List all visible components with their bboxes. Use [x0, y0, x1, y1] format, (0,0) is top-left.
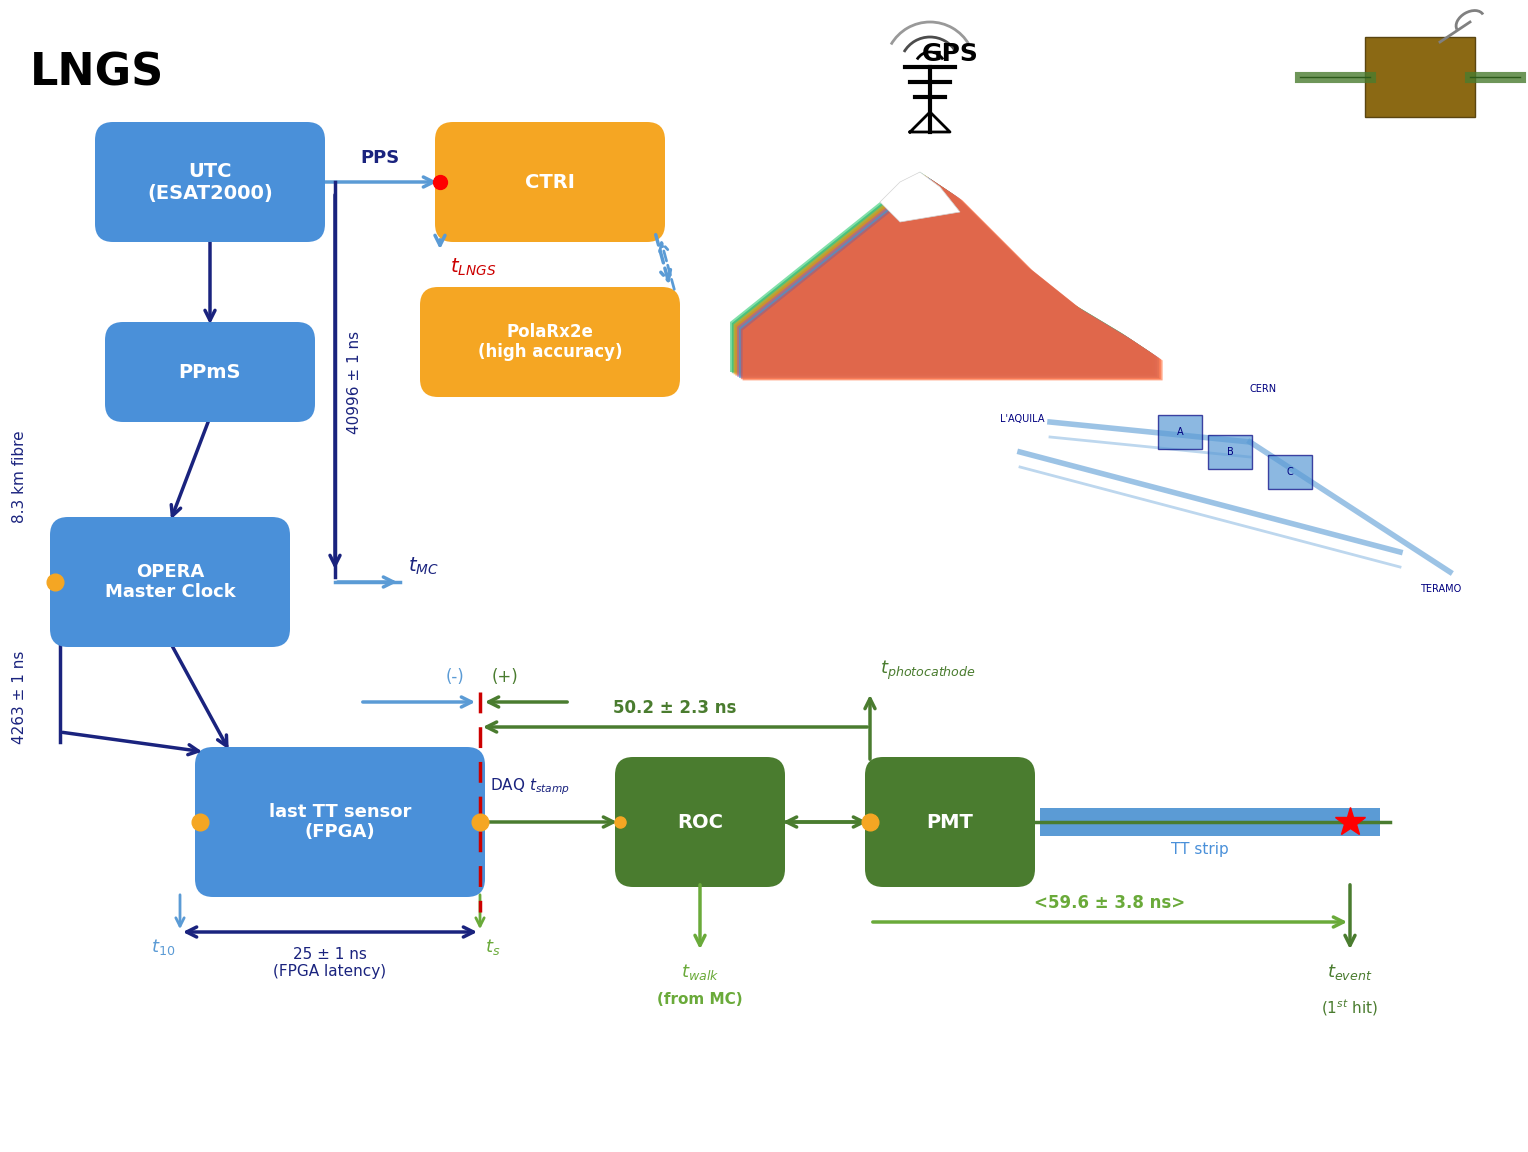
FancyBboxPatch shape — [1041, 808, 1380, 836]
FancyBboxPatch shape — [435, 122, 665, 242]
Text: LNGS: LNGS — [31, 52, 163, 94]
Text: (from MC): (from MC) — [657, 992, 743, 1007]
Text: PPmS: PPmS — [179, 363, 241, 381]
Text: $t_{LNGS}$: $t_{LNGS}$ — [451, 257, 497, 279]
Text: 22-107 cm
WLS: 22-107 cm WLS — [876, 774, 957, 808]
Polygon shape — [741, 180, 1161, 379]
Text: 4263 ± 1 ns: 4263 ± 1 ns — [12, 651, 28, 744]
Text: CTRI: CTRI — [526, 173, 575, 191]
FancyBboxPatch shape — [420, 287, 680, 397]
Text: 25 ± 1 ns
(FPGA latency): 25 ± 1 ns (FPGA latency) — [274, 947, 387, 979]
Text: $t_{photocathode}$: $t_{photocathode}$ — [880, 659, 976, 682]
Polygon shape — [880, 172, 960, 222]
FancyBboxPatch shape — [196, 746, 484, 897]
Polygon shape — [735, 175, 1155, 376]
FancyBboxPatch shape — [1158, 415, 1203, 449]
Text: PolaRx2e
(high accuracy): PolaRx2e (high accuracy) — [478, 323, 622, 362]
FancyBboxPatch shape — [50, 517, 290, 647]
FancyBboxPatch shape — [95, 122, 325, 242]
Text: UTC
(ESAT2000): UTC (ESAT2000) — [147, 161, 274, 203]
Text: $t_{s}$: $t_{s}$ — [484, 937, 500, 957]
FancyBboxPatch shape — [1365, 37, 1475, 118]
Text: GPS: GPS — [921, 41, 978, 66]
Text: <59.6 ± 3.8 ns>: <59.6 ± 3.8 ns> — [1034, 894, 1186, 912]
Text: PPS: PPS — [361, 149, 400, 167]
Text: CERN: CERN — [1250, 384, 1277, 394]
Polygon shape — [736, 176, 1157, 377]
Text: (1$^{st}$ hit): (1$^{st}$ hit) — [1322, 996, 1378, 1017]
Text: last TT sensor
(FPGA): last TT sensor (FPGA) — [269, 803, 411, 841]
Text: TT strip: TT strip — [1170, 842, 1229, 857]
Text: $t_{walk}$: $t_{walk}$ — [681, 962, 720, 982]
FancyBboxPatch shape — [105, 323, 315, 422]
Text: ROC: ROC — [677, 812, 723, 832]
FancyBboxPatch shape — [865, 757, 1034, 887]
FancyBboxPatch shape — [614, 757, 785, 887]
Text: 40996 ± 1 ns: 40996 ± 1 ns — [347, 331, 362, 433]
FancyBboxPatch shape — [1268, 455, 1313, 488]
Text: L'AQUILA: L'AQUILA — [999, 414, 1045, 424]
Polygon shape — [732, 173, 1152, 373]
Text: B: B — [1227, 447, 1233, 457]
Text: (+): (+) — [492, 668, 518, 685]
Text: OPERA
Master Clock: OPERA Master Clock — [104, 562, 235, 601]
Text: C: C — [1287, 467, 1293, 477]
Text: (-): (-) — [446, 668, 465, 685]
Text: 50.2 ± 2.3 ns: 50.2 ± 2.3 ns — [613, 699, 736, 717]
Polygon shape — [740, 179, 1160, 378]
Text: DAQ $t_{stamp}$: DAQ $t_{stamp}$ — [490, 776, 570, 797]
Text: PMT: PMT — [926, 812, 973, 832]
Text: TERAMO: TERAMO — [1420, 584, 1461, 594]
Polygon shape — [730, 172, 1151, 372]
Text: $t_{event}$: $t_{event}$ — [1328, 962, 1372, 982]
Polygon shape — [733, 174, 1154, 374]
Text: 8.3 km fibre: 8.3 km fibre — [12, 431, 28, 523]
FancyBboxPatch shape — [1209, 435, 1251, 469]
Polygon shape — [743, 181, 1163, 380]
Text: A: A — [1177, 427, 1183, 437]
Text: $t_{10}$: $t_{10}$ — [151, 937, 176, 957]
Text: $t_{MC}$: $t_{MC}$ — [408, 555, 439, 577]
